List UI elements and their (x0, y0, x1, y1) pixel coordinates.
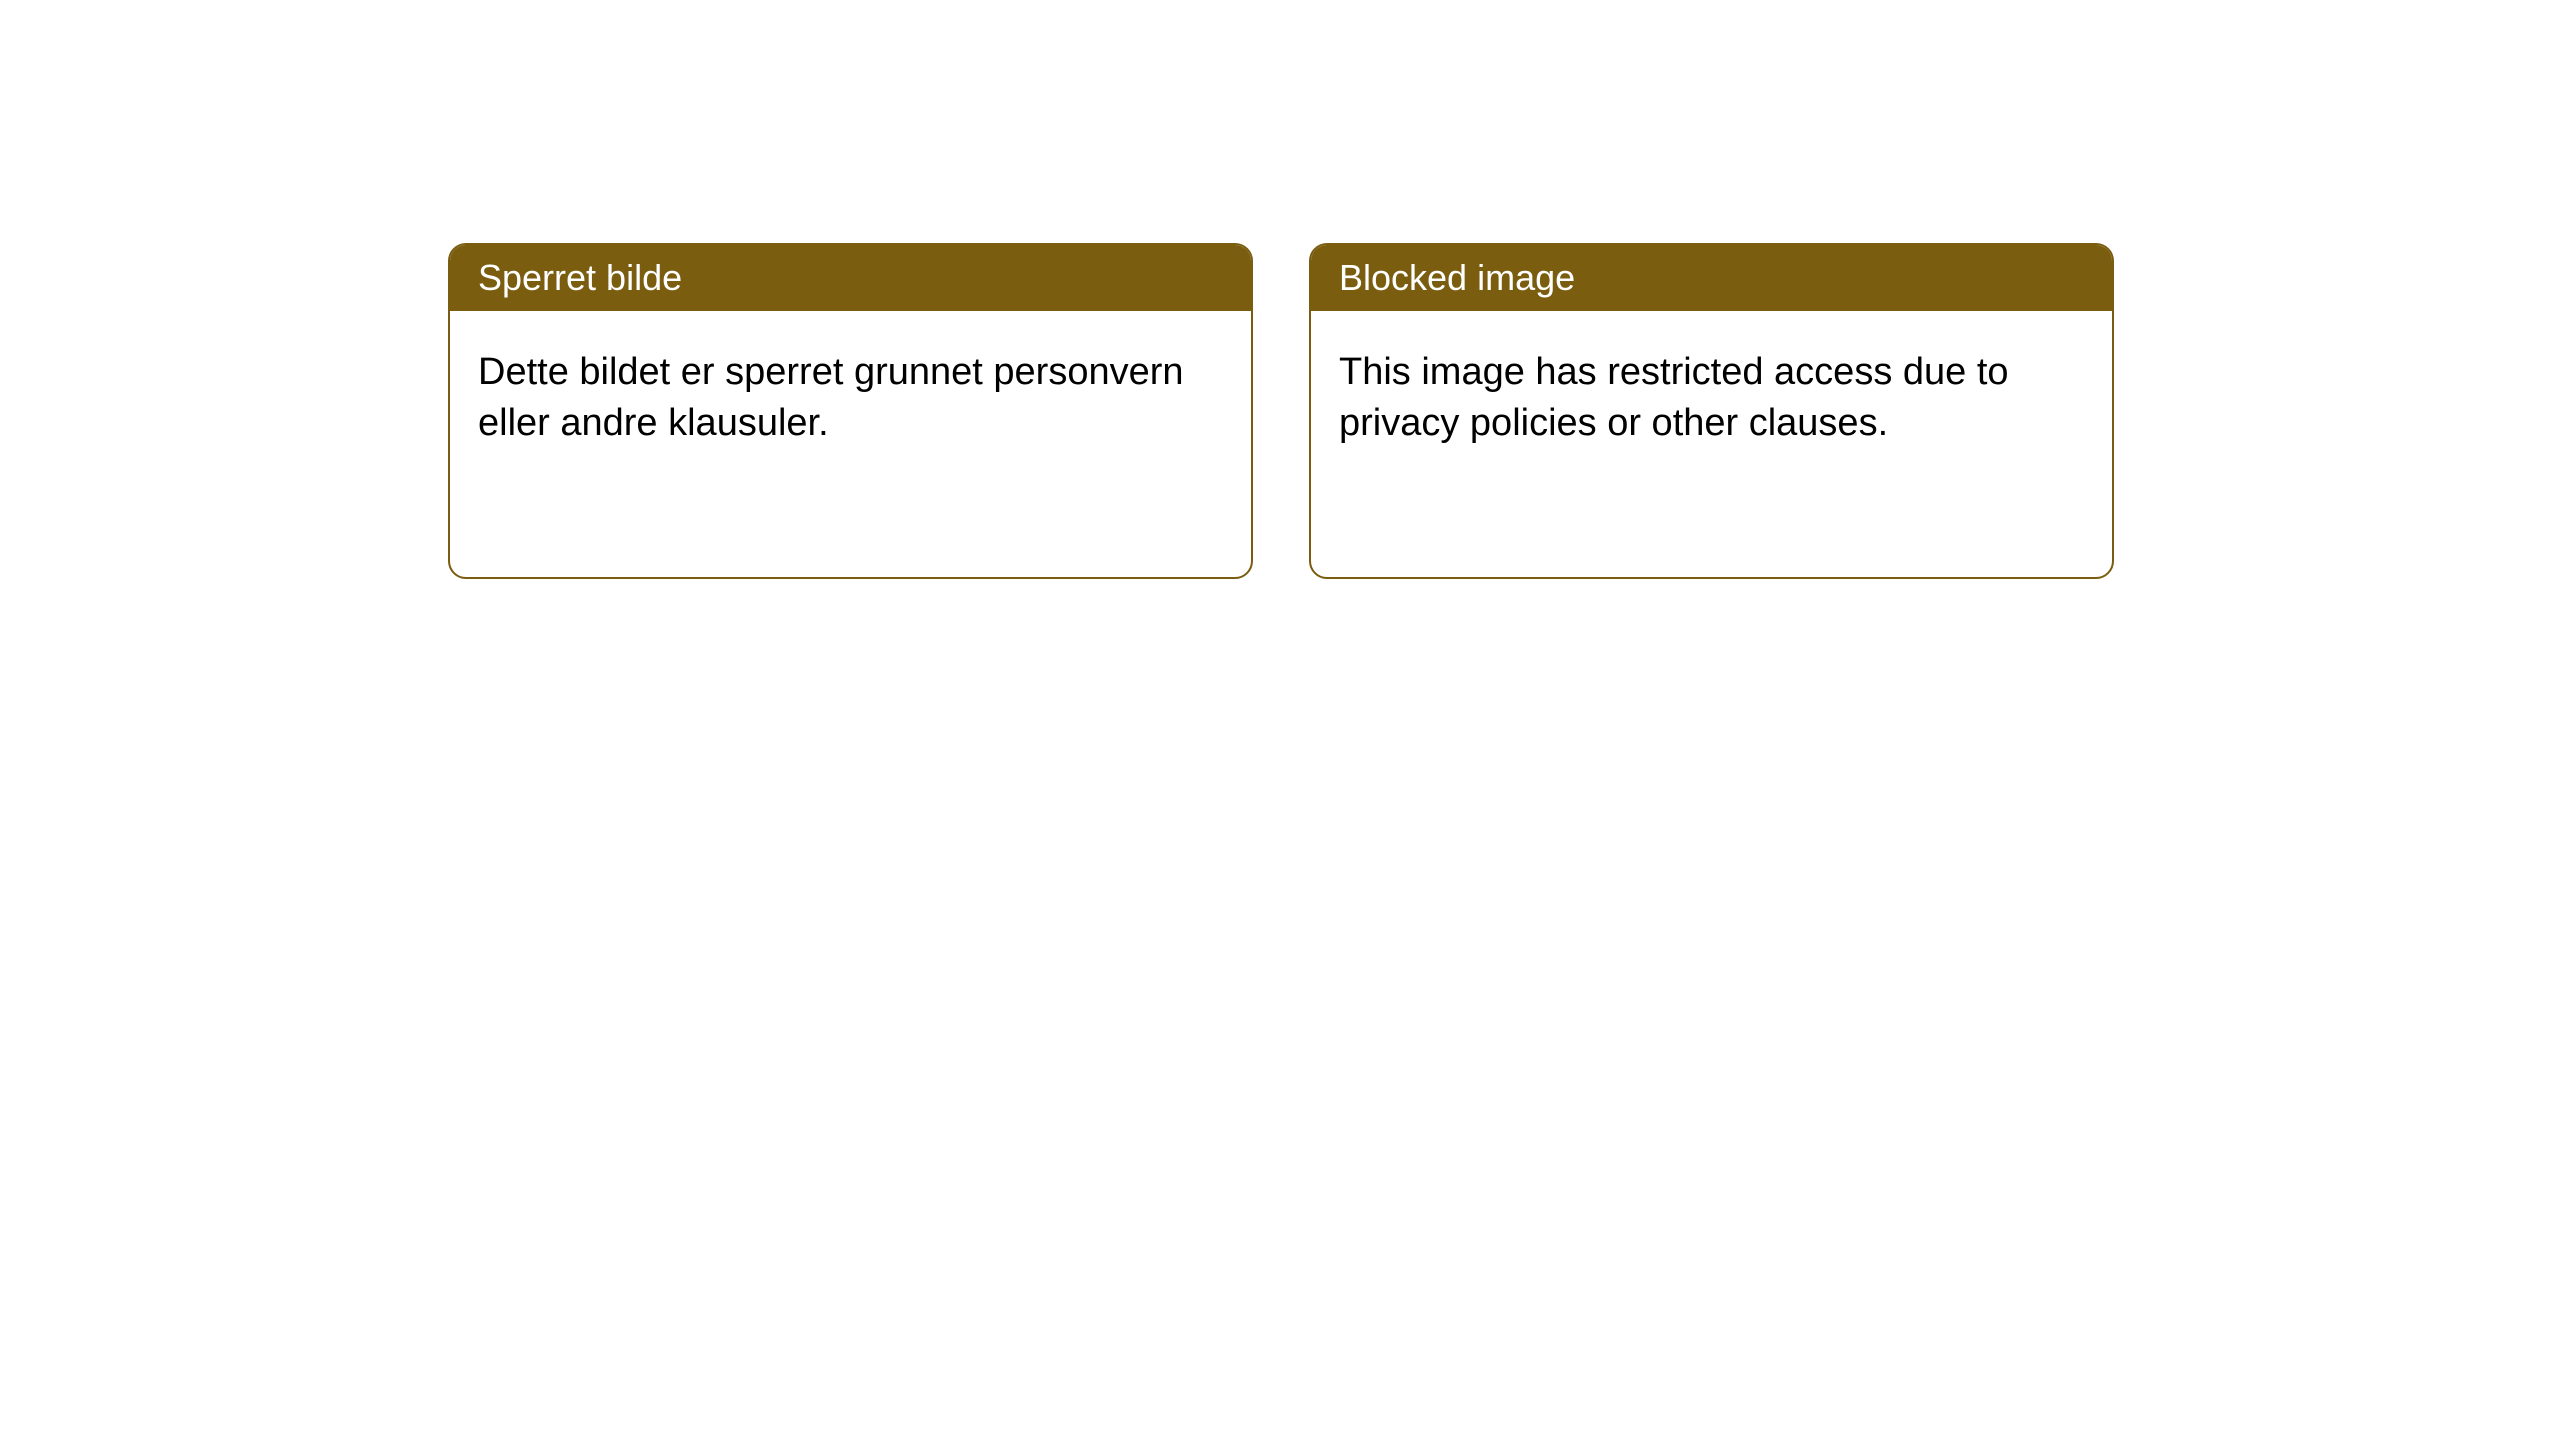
card-body-text: This image has restricted access due to … (1339, 351, 2009, 444)
card-header: Blocked image (1311, 245, 2112, 311)
card-title: Blocked image (1339, 257, 1575, 298)
card-body: This image has restricted access due to … (1311, 311, 2112, 486)
notice-cards-container: Sperret bilde Dette bildet er sperret gr… (448, 243, 2560, 579)
card-title: Sperret bilde (478, 257, 682, 298)
notice-card-english: Blocked image This image has restricted … (1309, 243, 2114, 579)
card-body: Dette bildet er sperret grunnet personve… (450, 311, 1251, 486)
card-header: Sperret bilde (450, 245, 1251, 311)
notice-card-norwegian: Sperret bilde Dette bildet er sperret gr… (448, 243, 1253, 579)
card-body-text: Dette bildet er sperret grunnet personve… (478, 351, 1184, 444)
